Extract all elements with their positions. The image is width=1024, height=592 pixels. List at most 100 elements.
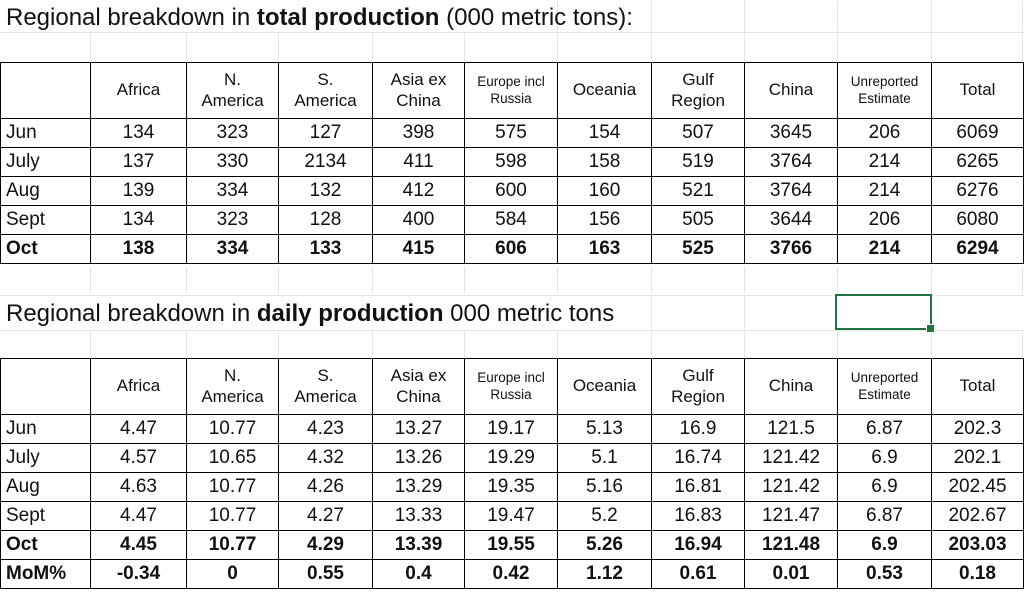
cell[interactable]: 598 xyxy=(464,147,558,177)
cell[interactable]: 4.47 xyxy=(90,414,187,444)
cell[interactable]: 203.03 xyxy=(931,530,1024,560)
col-header-oceania[interactable]: Oceania xyxy=(557,358,652,415)
cell[interactable]: 4.23 xyxy=(278,414,373,444)
cell[interactable]: 154 xyxy=(557,118,652,148)
cell[interactable]: 13.29 xyxy=(372,472,465,502)
corner-cell[interactable] xyxy=(0,62,91,119)
cell[interactable]: 6080 xyxy=(931,205,1024,235)
col-header-unreported-estimate[interactable]: Unreported Estimate xyxy=(837,62,932,119)
col-header-asia-ex-china[interactable]: Asia ex China xyxy=(372,358,465,415)
cell[interactable]: 3766 xyxy=(744,234,838,264)
row-label[interactable]: Jun xyxy=(0,118,91,148)
cell[interactable]: 121.42 xyxy=(744,472,838,502)
cell[interactable]: 16.9 xyxy=(651,414,745,444)
corner-cell[interactable] xyxy=(0,358,91,415)
col-header-n-america[interactable]: N. America xyxy=(186,358,279,415)
cell[interactable]: 10.77 xyxy=(186,530,279,560)
cell[interactable]: 1.12 xyxy=(557,559,652,589)
col-header-s-america[interactable]: S. America xyxy=(278,358,373,415)
row-label[interactable]: Aug xyxy=(0,472,91,502)
cell[interactable]: 4.63 xyxy=(90,472,187,502)
cell[interactable]: 4.32 xyxy=(278,443,373,473)
cell[interactable]: 2134 xyxy=(278,147,373,177)
cell[interactable]: 134 xyxy=(90,118,187,148)
cell[interactable]: 128 xyxy=(278,205,373,235)
cell[interactable]: 5.26 xyxy=(557,530,652,560)
cell[interactable]: 0.55 xyxy=(278,559,373,589)
cell[interactable]: 121.42 xyxy=(744,443,838,473)
cell[interactable]: 19.17 xyxy=(464,414,558,444)
cell[interactable]: 519 xyxy=(651,147,745,177)
cell[interactable]: 505 xyxy=(651,205,745,235)
row-label[interactable]: July xyxy=(0,147,91,177)
cell[interactable]: 334 xyxy=(186,234,279,264)
cell[interactable]: 3764 xyxy=(744,176,838,206)
cell[interactable]: 0.01 xyxy=(744,559,838,589)
cell[interactable]: 4.29 xyxy=(278,530,373,560)
cell[interactable]: 158 xyxy=(557,147,652,177)
cell[interactable]: 521 xyxy=(651,176,745,206)
row-label[interactable]: Sept xyxy=(0,501,91,531)
cell[interactable]: 0 xyxy=(186,559,279,589)
cell[interactable]: 202.67 xyxy=(931,501,1024,531)
row-label[interactable]: MoM% xyxy=(0,559,91,589)
col-header-unreported-estimate[interactable]: Unreported Estimate xyxy=(837,358,932,415)
cell[interactable]: 398 xyxy=(372,118,465,148)
cell[interactable]: 16.74 xyxy=(651,443,745,473)
cell[interactable]: 16.81 xyxy=(651,472,745,502)
cell[interactable]: 4.27 xyxy=(278,501,373,531)
cell[interactable]: 132 xyxy=(278,176,373,206)
cell[interactable]: 334 xyxy=(186,176,279,206)
cell[interactable]: 525 xyxy=(651,234,745,264)
cell[interactable]: 600 xyxy=(464,176,558,206)
cell[interactable]: 214 xyxy=(837,176,932,206)
cell[interactable]: 19.55 xyxy=(464,530,558,560)
cell[interactable]: 4.47 xyxy=(90,501,187,531)
cell[interactable]: 10.77 xyxy=(186,414,279,444)
row-label[interactable]: Jun xyxy=(0,414,91,444)
cell[interactable]: 507 xyxy=(651,118,745,148)
cell[interactable]: -0.34 xyxy=(90,559,187,589)
col-header-total[interactable]: Total xyxy=(931,358,1024,415)
cell[interactable]: 6276 xyxy=(931,176,1024,206)
cell[interactable]: 606 xyxy=(464,234,558,264)
cell[interactable]: 5.16 xyxy=(557,472,652,502)
cell[interactable]: 214 xyxy=(837,234,932,264)
row-label[interactable]: July xyxy=(0,443,91,473)
row-label[interactable]: Sept xyxy=(0,205,91,235)
cell[interactable]: 19.47 xyxy=(464,501,558,531)
cell[interactable]: 6294 xyxy=(931,234,1024,264)
col-header-oceania[interactable]: Oceania xyxy=(557,62,652,119)
cell[interactable]: 3644 xyxy=(744,205,838,235)
cell[interactable]: 139 xyxy=(90,176,187,206)
cell[interactable]: 160 xyxy=(557,176,652,206)
cell[interactable]: 121.48 xyxy=(744,530,838,560)
col-header-europe-incl-russia[interactable]: Europe incl Russia xyxy=(464,358,558,415)
cell[interactable]: 19.29 xyxy=(464,443,558,473)
cell[interactable]: 3645 xyxy=(744,118,838,148)
cell[interactable]: 134 xyxy=(90,205,187,235)
cell[interactable]: 206 xyxy=(837,205,932,235)
col-header-africa[interactable]: Africa xyxy=(90,358,187,415)
cell[interactable]: 4.26 xyxy=(278,472,373,502)
cell[interactable]: 5.13 xyxy=(557,414,652,444)
cell[interactable]: 127 xyxy=(278,118,373,148)
col-header-s-america[interactable]: S. America xyxy=(278,62,373,119)
cell[interactable]: 3764 xyxy=(744,147,838,177)
fill-handle[interactable] xyxy=(926,324,935,333)
row-label[interactable]: Aug xyxy=(0,176,91,206)
row-label[interactable]: Oct xyxy=(0,234,91,264)
cell[interactable]: 13.39 xyxy=(372,530,465,560)
col-header-china[interactable]: China xyxy=(744,62,838,119)
cell[interactable]: 19.35 xyxy=(464,472,558,502)
cell[interactable]: 121.5 xyxy=(744,414,838,444)
cell[interactable]: 4.45 xyxy=(90,530,187,560)
cell[interactable]: 202.3 xyxy=(931,414,1024,444)
cell[interactable]: 13.26 xyxy=(372,443,465,473)
cell[interactable]: 323 xyxy=(186,205,279,235)
cell[interactable]: 6.9 xyxy=(837,530,932,560)
cell[interactable]: 137 xyxy=(90,147,187,177)
col-header-asia-ex-china[interactable]: Asia ex China xyxy=(372,62,465,119)
cell[interactable]: 10.77 xyxy=(186,501,279,531)
col-header-china[interactable]: China xyxy=(744,358,838,415)
